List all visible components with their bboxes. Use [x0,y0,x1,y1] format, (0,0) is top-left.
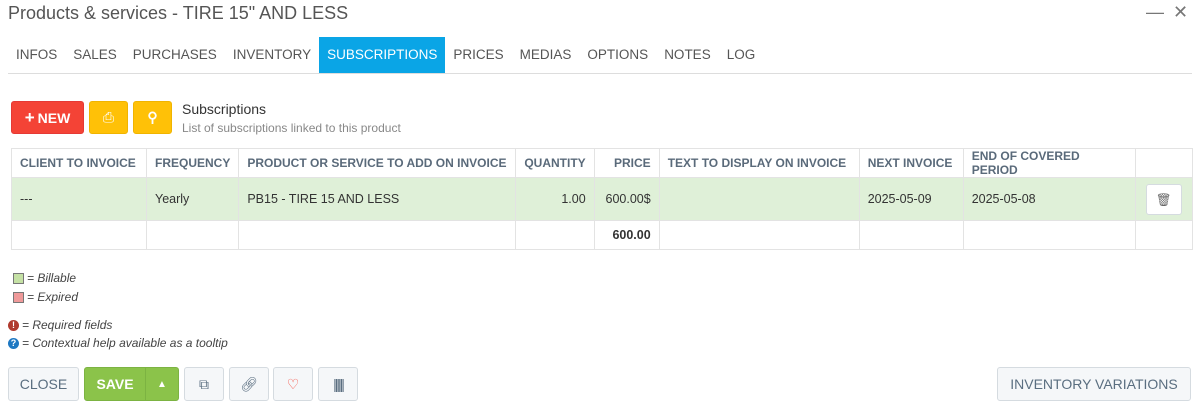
tab-log[interactable]: LOG [726,47,756,62]
copy-icon: ⧉ [199,375,209,392]
tab-purchases[interactable]: PURCHASES [132,47,217,62]
link-button[interactable]: 🔗︎ [229,367,269,401]
cell-quantity: 1.00 [515,177,595,221]
duplicate-button[interactable]: ⧉ [184,367,224,401]
close-icon[interactable]: ✕ [1173,2,1189,22]
inventory-variations-button[interactable]: INVENTORY VARIATIONS [997,367,1191,401]
legend-expired: = Expired [13,290,78,304]
header-end-period: END OF COVERED PERIOD [962,148,1136,178]
caret-up-icon: ▲ [157,378,167,390]
tab-bar: INFOS SALES PURCHASES INVENTORY SUBSCRIP… [8,37,1192,74]
question-icon: ? [8,337,19,349]
new-button[interactable]: + NEW [11,101,84,134]
section-title: Subscriptions [182,101,267,117]
exclamation-icon: ! [8,319,19,331]
required-label: = Required fields [22,318,113,332]
tab-prices[interactable]: PRICES [453,47,504,62]
cell-text [658,177,860,221]
tab-medias[interactable]: MEDIAS [519,47,572,62]
header-product: PRODUCT OR SERVICE TO ADD ON INVOICE [238,148,517,178]
barcode-icon: |||||| [333,376,345,392]
billable-swatch [13,272,24,284]
legend-required: ! = Required fields [8,318,112,332]
expired-swatch [13,291,24,303]
window-title: Products & services - TIRE 15" AND LESS [8,3,349,23]
trash-icon: 🗑 [1155,192,1172,207]
billable-label: = Billable [27,271,77,285]
total-price: 600.00 [593,220,660,250]
save-button[interactable]: SAVE [84,367,146,401]
cell-product: PB15 - TIRE 15 AND LESS [238,177,517,221]
delete-button[interactable]: 🗑 [1145,183,1182,215]
cell-price: 600.00$ [593,177,660,221]
tab-sales[interactable]: SALES [73,47,117,62]
header-actions [1134,148,1194,178]
favorite-button[interactable]: ♡ [273,367,313,401]
total-row: 600.00 [11,220,1194,250]
cell-end-period: 2025-05-08 [962,177,1136,221]
new-label: NEW [37,109,71,126]
header-quantity: QUANTITY [515,148,595,178]
heart-icon: ♡ [286,375,300,392]
plus-icon: + [24,107,35,127]
print-icon: ⎙ [102,109,115,125]
help-label: = Contextual help available as a tooltip [22,336,228,350]
cell-client: --- [11,177,147,221]
search-icon: ⚲ [147,109,158,125]
header-next-invoice: NEXT INVOICE [858,148,964,178]
print-button[interactable]: ⎙ [89,101,128,134]
minimize-icon[interactable]: — [1146,2,1164,22]
save-options-button[interactable]: ▲ [145,367,179,401]
subscriptions-table: CLIENT TO INVOICE FREQUENCY PRODUCT OR S… [11,148,1194,250]
tab-infos[interactable]: INFOS [16,47,58,62]
link-icon: 🔗︎ [240,375,258,392]
legend-billable: = Billable [13,271,76,285]
close-button[interactable]: CLOSE [8,367,79,401]
cell-next-invoice: 2025-05-09 [858,177,964,221]
expired-label: = Expired [27,290,79,304]
search-button[interactable]: ⚲ [133,101,172,134]
tab-options[interactable]: OPTIONS [587,47,649,62]
table-row[interactable]: --- Yearly PB15 - TIRE 15 AND LESS 1.00 … [11,177,1194,221]
section-description: List of subscriptions linked to this pro… [182,121,401,135]
tab-notes[interactable]: NOTES [664,47,711,62]
header-price: PRICE [593,148,660,178]
tab-inventory[interactable]: INVENTORY [232,47,312,62]
cell-frequency: Yearly [145,177,240,221]
header-client: CLIENT TO INVOICE [11,148,147,178]
tab-subscriptions[interactable]: SUBSCRIPTIONS [319,37,446,73]
barcode-button[interactable]: |||||| [318,367,358,401]
legend-help: ? = Contextual help available as a toolti… [8,336,228,350]
header-frequency: FREQUENCY [145,148,240,178]
header-text: TEXT TO DISPLAY ON INVOICE [658,148,860,178]
